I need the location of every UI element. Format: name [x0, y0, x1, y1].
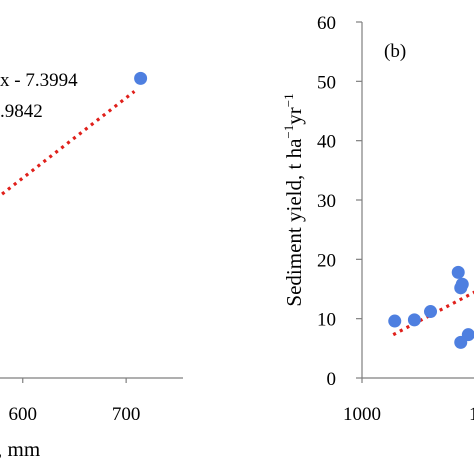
panel-a-r2: .9842 — [0, 101, 43, 122]
panel-a-x-tick-label: 600 — [8, 404, 37, 425]
panel-a-x-label: , mm — [0, 437, 40, 461]
panel-b: 0 10 20 30 40 50 60 1000 1250 (b) Sediment yiel… — [281, 13, 474, 425]
panel-b-x-tick-label: 1000 — [343, 404, 381, 425]
panel-b-data-point — [455, 277, 469, 291]
panel-b-x-tick-label: 1250 — [469, 404, 474, 425]
panel-b-points — [388, 265, 474, 349]
panel-b-y-tick-label: 20 — [317, 250, 336, 271]
panel-b-y-tick-label: 10 — [317, 310, 336, 331]
panel-b-data-point — [424, 305, 438, 319]
panel-b-data-point — [388, 314, 402, 328]
panel-a-x-tick-label: 700 — [112, 404, 141, 425]
panel-b-y-tick-label: 40 — [317, 132, 336, 153]
panel-b-data-point — [407, 313, 421, 327]
panel-a-points — [134, 71, 148, 85]
panel-a: 600 700 x - 7.3994 .9842 , mm — [0, 70, 183, 461]
panel-b-trendline — [392, 290, 474, 337]
panel-a-x-ticks: 600 700 — [8, 378, 140, 425]
panel-b-y-label-sup1: −1 — [281, 125, 296, 139]
panel-b-y-tick-label: 30 — [317, 191, 336, 212]
panel-b-trendline-line — [392, 290, 474, 337]
panel-b-y-label: Sediment yield, t ha−1yr−1 — [281, 93, 306, 306]
panel-b-label: (b) — [384, 41, 406, 62]
panel-b-data-point — [451, 265, 465, 279]
panel-b-y-label-mid: yr — [282, 107, 306, 125]
panel-b-x-ticks: 1000 1250 — [343, 378, 474, 425]
panel-b-y-tick-label: 0 — [327, 369, 337, 390]
panel-a-trendline — [1, 90, 136, 196]
panel-b-y-tick-label: 50 — [317, 72, 336, 93]
panel-b-data-point — [461, 328, 474, 342]
panel-a-trendline-line — [1, 90, 136, 196]
panel-b-y-label-sup2: −1 — [281, 93, 296, 107]
panel-b-y-label-main: Sediment yield, t ha — [282, 138, 306, 307]
panel-b-y-ticks: 0 10 20 30 40 50 60 — [317, 13, 362, 390]
panel-a-equation: x - 7.3994 — [0, 70, 78, 91]
panel-a-data-point — [134, 71, 148, 85]
panel-b-y-tick-label: 60 — [317, 13, 336, 34]
